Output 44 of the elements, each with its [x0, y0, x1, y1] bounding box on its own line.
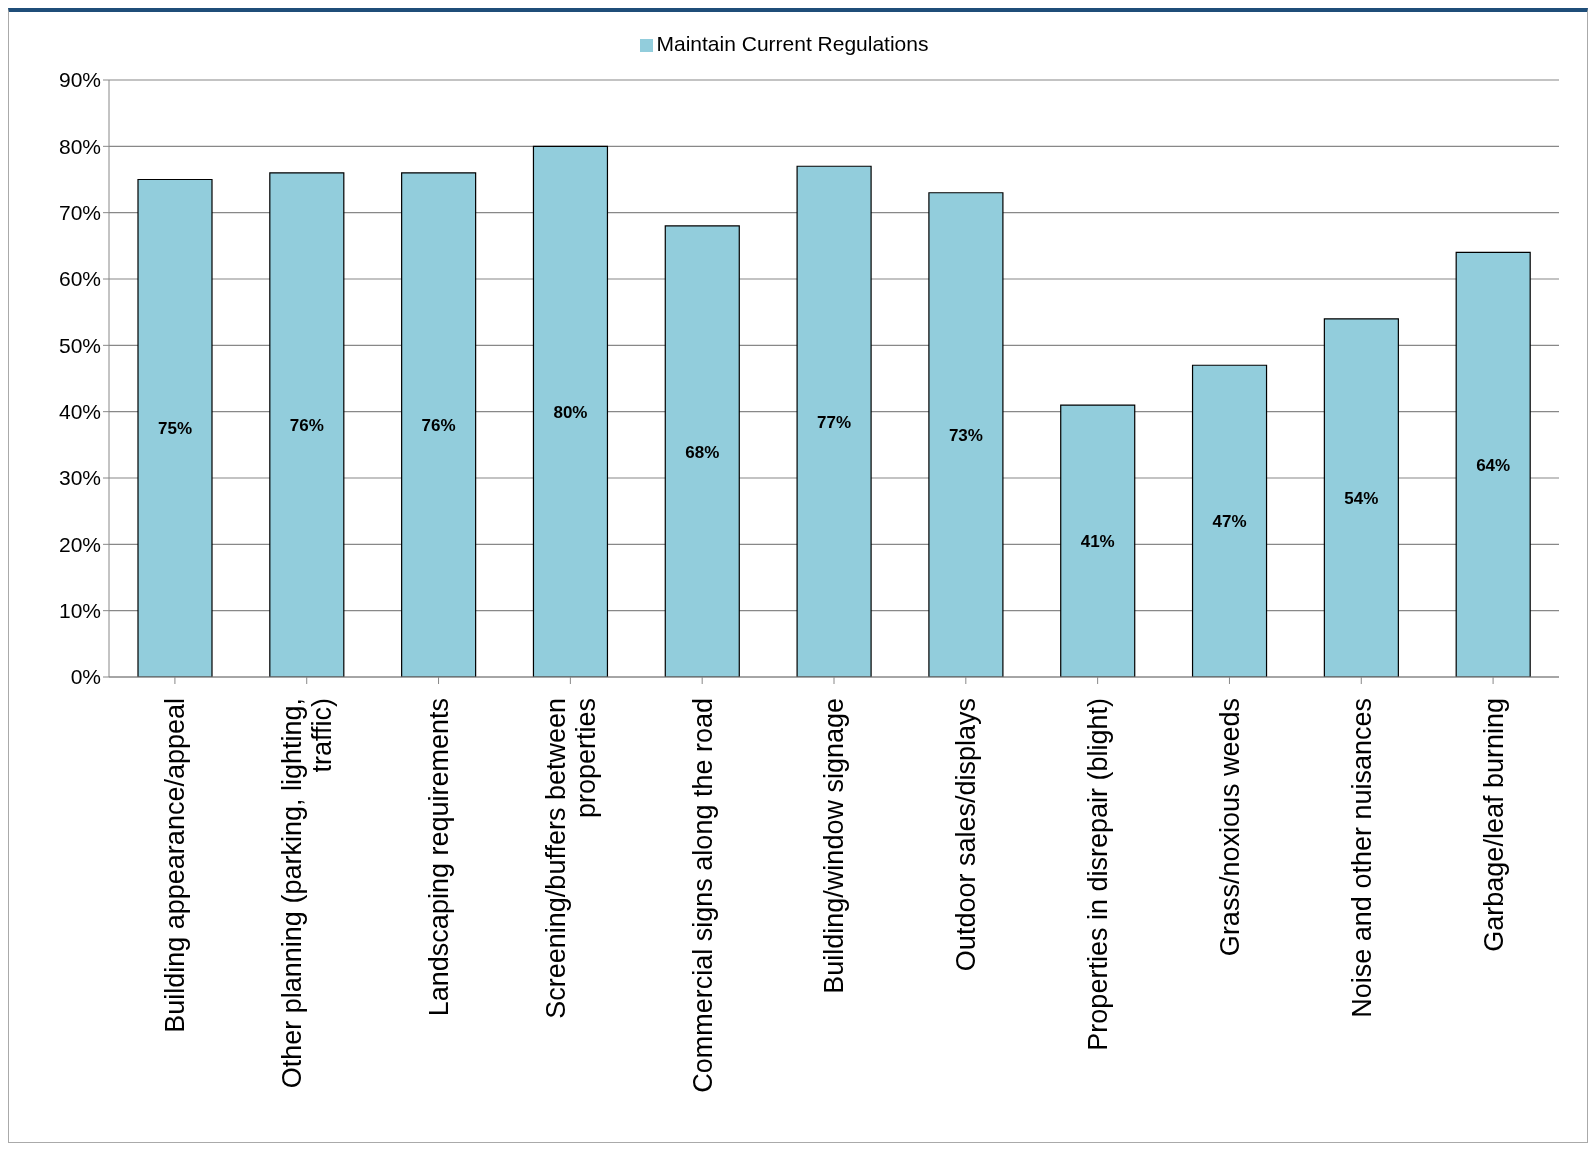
bar: [796, 165, 872, 677]
legend-label: Maintain Current Regulations: [656, 32, 929, 55]
bar: [928, 192, 1004, 677]
data-label: 77%: [817, 412, 852, 432]
x-tick-label: Grass/noxious weeds: [1214, 698, 1245, 957]
x-tick-label: Building/window signage: [819, 698, 850, 994]
bar: [1060, 404, 1136, 677]
x-tick-label: Noise and other nuisances: [1346, 698, 1377, 1018]
bar: [532, 145, 609, 677]
bar: [137, 178, 213, 677]
bar: [401, 172, 477, 677]
data-label: 68%: [685, 442, 720, 462]
data-label: 80%: [553, 402, 588, 422]
x-tick-label: Commercial signs along the road: [687, 698, 718, 1093]
data-label: 76%: [421, 415, 456, 435]
y-tick-label: 60%: [58, 267, 101, 291]
y-tick-label: 70%: [58, 201, 101, 225]
y-tick-label: 50%: [58, 333, 101, 357]
data-label: 73%: [948, 425, 983, 445]
y-tick-label: 90%: [58, 68, 101, 92]
data-label: 47%: [1212, 512, 1247, 532]
bar: [1455, 251, 1531, 677]
x-tick-label: Properties in disrepair (blight): [1083, 698, 1114, 1051]
x-tick-label: Garbage/leaf burning: [1478, 698, 1509, 952]
x-tick-label: Landscaping requirements: [424, 698, 454, 1017]
data-label: 76%: [289, 415, 324, 435]
x-tick-label: Screening/buffers between properties: [540, 698, 601, 1019]
y-tick-label: 10%: [58, 599, 101, 623]
bar: [269, 172, 345, 677]
x-tick-label: Building appearance/appeal: [160, 698, 191, 1033]
x-tick-label: Other planning (parking, lighting, traffic): [277, 698, 338, 1089]
y-tick-label: 80%: [58, 134, 101, 158]
bar: [664, 225, 740, 677]
data-label: 54%: [1344, 488, 1379, 508]
data-label: 64%: [1476, 455, 1511, 475]
y-tick-label: 40%: [58, 400, 101, 424]
y-tick-label: 20%: [58, 532, 101, 556]
x-tick-label: Outdoor sales/displays: [951, 698, 982, 972]
y-tick-label: 0%: [70, 665, 101, 689]
bar: [1191, 364, 1268, 677]
bar: [1323, 318, 1399, 677]
y-tick-label: 30%: [58, 466, 101, 490]
data-label: 75%: [157, 419, 193, 439]
data-label: 41%: [1080, 532, 1115, 552]
